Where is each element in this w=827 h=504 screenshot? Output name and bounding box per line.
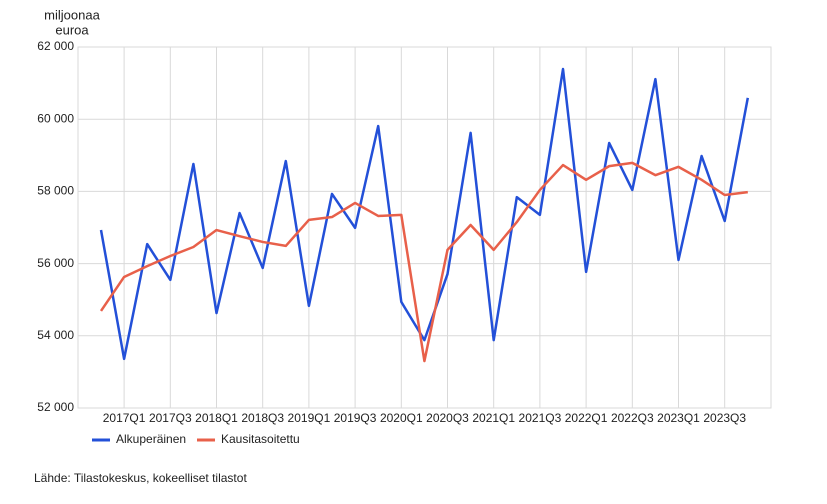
series-line [99,161,748,363]
x-tick-label: 2021Q1 [472,411,515,425]
y-tick-label: 60 000 [37,111,74,125]
x-tick-label: 2019Q3 [334,411,377,425]
x-tick-label: 2017Q1 [103,411,146,425]
series-line [99,67,750,361]
legend-label: Kausitasoitettu [221,432,300,446]
x-tick-label: 2023Q1 [657,411,700,425]
x-tick-label: 2021Q3 [519,411,562,425]
x-tick-label: 2022Q3 [611,411,654,425]
x-tick-label: 2020Q3 [426,411,469,425]
y-tick-label: 52 000 [37,400,74,414]
x-tick-label: 2023Q3 [703,411,746,425]
y-tick-label: 58 000 [37,184,74,198]
y-tick-label: 56 000 [37,256,74,270]
legend-label: Alkuperäinen [116,432,186,446]
x-tick-label: 2019Q1 [288,411,331,425]
x-tick-label: 2022Q1 [565,411,608,425]
y-tick-label: 54 000 [37,328,74,342]
y-tick-label: 62 000 [37,39,74,53]
x-tick-label: 2018Q3 [241,411,284,425]
source: Lähde: Tilastokeskus, kokeelliset tilast… [34,471,247,485]
x-tick-label: 2018Q1 [195,411,238,425]
x-tick-label: 2017Q3 [149,411,192,425]
y-axis-label: miljoonaa [44,7,100,22]
y-axis-label: euroa [55,22,89,37]
x-tick-label: 2020Q1 [380,411,423,425]
